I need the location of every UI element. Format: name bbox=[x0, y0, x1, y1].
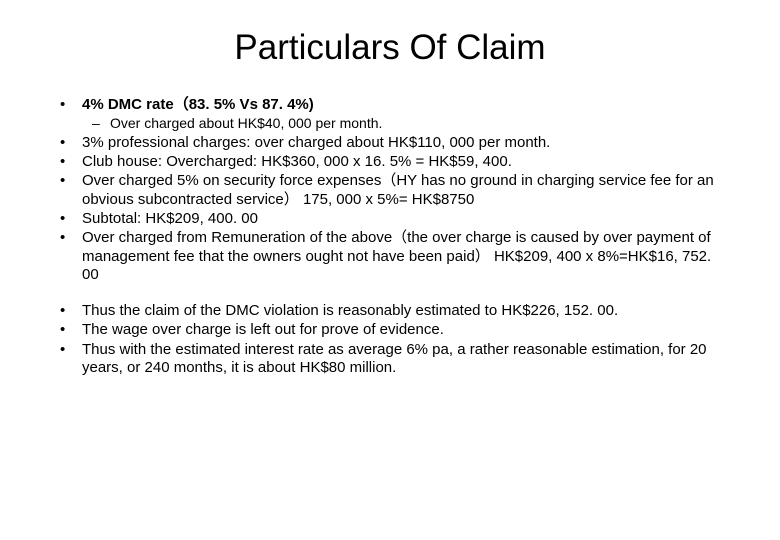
list-item: Thus the claim of the DMC violation is r… bbox=[82, 302, 732, 320]
list-item: 4% DMC rate（83. 5% Vs 87. 4%) Over charg… bbox=[82, 96, 732, 133]
list-item: Subtotal: HK$209, 400. 00 bbox=[82, 210, 732, 228]
list-item: The wage over charge is left out for pro… bbox=[82, 321, 732, 339]
list-item: Thus with the estimated interest rate as… bbox=[82, 341, 732, 378]
list-item-text: 4% DMC rate（83. 5% Vs 87. 4%) bbox=[82, 96, 314, 113]
list-item: Club house: Overcharged: HK$360, 000 x 1… bbox=[82, 153, 732, 171]
list-item: Over charged 5% on security force expens… bbox=[82, 172, 732, 209]
sub-list-item: Over charged about HK$40, 000 per month. bbox=[110, 115, 732, 133]
sub-list: Over charged about HK$40, 000 per month. bbox=[82, 115, 732, 133]
slide: Particulars Of Claim 4% DMC rate（83. 5% … bbox=[0, 0, 780, 540]
list-item: 3% professional charges: over charged ab… bbox=[82, 134, 732, 152]
bullet-list: 4% DMC rate（83. 5% Vs 87. 4%) Over charg… bbox=[48, 96, 732, 377]
slide-title: Particulars Of Claim bbox=[48, 28, 732, 68]
list-item: Over charged from Remuneration of the ab… bbox=[82, 229, 732, 284]
